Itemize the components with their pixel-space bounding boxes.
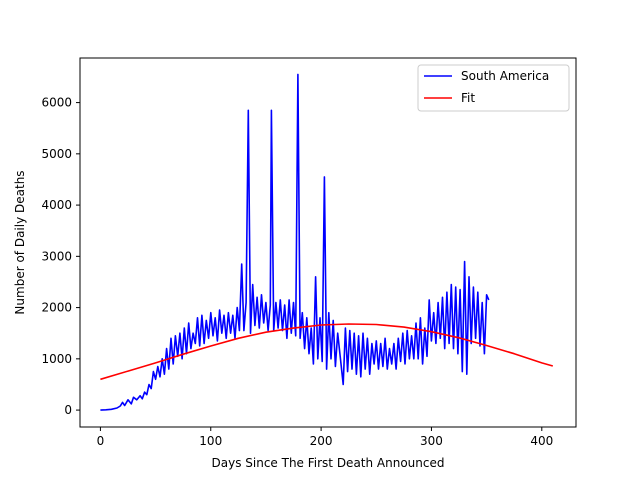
x-axis: 0 100 200 300 400	[97, 427, 553, 448]
legend-box	[417, 64, 570, 112]
legend-label-fit: Fit	[461, 91, 475, 105]
y-tick-label: 3000	[41, 249, 72, 263]
x-axis-label: Days Since The First Death Announced	[212, 456, 445, 470]
x-tick-label: 200	[310, 434, 333, 448]
y-axis-label: Number of Daily Deaths	[13, 170, 27, 314]
y-axis: 0 1000 2000 3000 4000 5000 6000	[41, 96, 80, 417]
x-tick-label: 100	[199, 434, 222, 448]
x-tick-label: 0	[97, 434, 105, 448]
y-tick-label: 1000	[41, 352, 72, 366]
legend: South America Fit	[417, 64, 570, 112]
series-line-fit	[100, 323, 554, 381]
y-tick-label: 2000	[41, 301, 72, 315]
y-tick-label: 6000	[41, 96, 72, 110]
series-line-south-america	[100, 73, 490, 411]
x-tick-label: 400	[530, 434, 553, 448]
legend-label-south-america: South America	[461, 69, 549, 83]
x-tick-label: 300	[420, 434, 443, 448]
y-tick-label: 0	[64, 403, 72, 417]
y-tick-label: 5000	[41, 147, 72, 161]
plot-frame	[79, 57, 577, 428]
series-layer	[100, 73, 554, 411]
y-tick-label: 4000	[41, 198, 72, 212]
